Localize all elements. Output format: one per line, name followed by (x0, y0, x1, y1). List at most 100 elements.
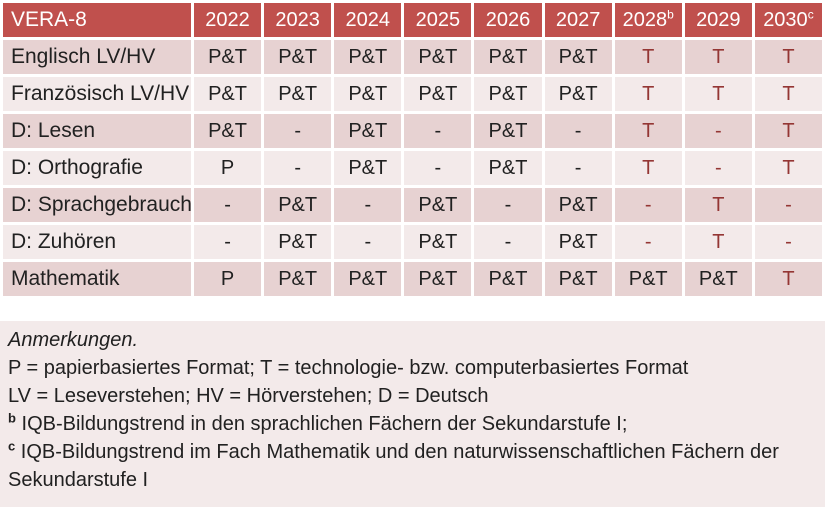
note-footnote-b: b IQB-Bildungstrend in den sprachlichen … (8, 410, 815, 438)
header-row: VERA-8 2022 2023 2024 2025 2026 2027 2028b 2029 2… (3, 3, 822, 37)
value-cell: P&T (334, 40, 402, 74)
value-cell: P&T (474, 114, 542, 148)
value-cell: T (684, 188, 752, 222)
year-header: 2023 (264, 3, 332, 37)
table-title: VERA-8 (3, 3, 191, 37)
year-header: 2030c (754, 3, 822, 37)
value-cell: P&T (264, 262, 332, 296)
value-cell: P&T (404, 225, 472, 259)
value-cell: P&T (264, 77, 332, 111)
value-cell: P&T (334, 114, 402, 148)
value-cell: - (544, 151, 612, 185)
row-label: D: Sprachgebrauch (3, 188, 191, 222)
value-cell: - (194, 225, 262, 259)
value-cell: - (544, 114, 612, 148)
value-cell: P&T (474, 262, 542, 296)
value-cell: P&T (614, 262, 682, 296)
value-cell: P&T (334, 151, 402, 185)
value-cell: - (474, 188, 542, 222)
value-cell: - (334, 225, 402, 259)
note-footnote-c: c IQB-Bildungstrend im Fach Mathematik u… (8, 438, 815, 494)
value-cell: T (684, 40, 752, 74)
note-format-legend: P = papierbasiertes Format; T = technolo… (8, 357, 689, 379)
table-row: Mathematik P P&T P&T P&T P&T P&T P&T P&T T (3, 262, 822, 296)
year-header: 2026 (474, 3, 542, 37)
value-cell: T (614, 40, 682, 74)
year-footnote-marker: b (667, 6, 674, 21)
value-cell: T (614, 77, 682, 111)
value-cell: - (474, 225, 542, 259)
year-header: 2022 (194, 3, 262, 37)
table-row: Französisch LV/HV P&T P&T P&T P&T P&T P&T T T T (3, 77, 822, 111)
value-cell: P&T (264, 225, 332, 259)
vera8-table: VERA-8 2022 2023 2024 2025 2026 2027 2028b 2029 2… (3, 3, 822, 296)
value-cell: P&T (544, 77, 612, 111)
value-cell: P&T (474, 151, 542, 185)
row-label: Englisch LV/HV (3, 40, 191, 74)
table-row: D: Sprachgebrauch - P&T - P&T - P&T - T - (3, 188, 822, 222)
value-cell: P&T (544, 40, 612, 74)
value-cell: P&T (264, 40, 332, 74)
value-cell: P&T (194, 77, 262, 111)
row-label: D: Lesen (3, 114, 191, 148)
table-row: D: Lesen P&T - P&T - P&T - T - T (3, 114, 822, 148)
row-label: D: Zuhören (3, 225, 191, 259)
notes-section: Anmerkungen. P = papierbasiertes Format;… (0, 321, 825, 507)
table-row: Englisch LV/HV P&T P&T P&T P&T P&T P&T T T T (3, 40, 822, 74)
year-header: 2028b (614, 3, 682, 37)
value-cell: P (194, 262, 262, 296)
table-row: D: Zuhören - P&T - P&T - P&T - T - (3, 225, 822, 259)
value-cell: P&T (334, 262, 402, 296)
value-cell: - (684, 151, 752, 185)
value-cell: P&T (544, 262, 612, 296)
note-abbreviation-legend: LV = Leseverstehen; HV = Hörverstehen; D… (8, 385, 489, 407)
year-header: 2024 (334, 3, 402, 37)
footnote-b-text: IQB-Bildungstrend in den sprachlichen Fä… (21, 413, 628, 435)
table-header: VERA-8 2022 2023 2024 2025 2026 2027 2028b 2029 2… (3, 3, 822, 37)
value-cell: P&T (404, 262, 472, 296)
value-cell: T (684, 225, 752, 259)
value-cell: P&T (264, 188, 332, 222)
value-cell: T (754, 262, 822, 296)
footnote-c-marker: c (8, 438, 16, 454)
value-cell: - (334, 188, 402, 222)
value-cell: T (614, 114, 682, 148)
table-body: Englisch LV/HV P&T P&T P&T P&T P&T P&T T T T Franz… (3, 40, 822, 296)
value-cell: T (684, 77, 752, 111)
value-cell: P&T (194, 40, 262, 74)
year-header: 2029 (684, 3, 752, 37)
row-label: D: Orthografie (3, 151, 191, 185)
value-cell: - (754, 225, 822, 259)
footnote-b-marker: b (8, 410, 16, 426)
value-cell: P (194, 151, 262, 185)
value-cell: P&T (474, 77, 542, 111)
value-cell: - (264, 151, 332, 185)
value-cell: P&T (474, 40, 542, 74)
value-cell: P&T (404, 188, 472, 222)
year-header: 2025 (404, 3, 472, 37)
row-label: Mathematik (3, 262, 191, 296)
value-cell: T (754, 77, 822, 111)
value-cell: T (754, 151, 822, 185)
value-cell: T (754, 114, 822, 148)
year-header: 2027 (544, 3, 612, 37)
footnote-c-text: IQB-Bildungstrend im Fach Mathematik und… (8, 441, 779, 491)
value-cell: P&T (404, 77, 472, 111)
notes-heading: Anmerkungen. (8, 329, 139, 351)
value-cell: P&T (194, 114, 262, 148)
value-cell: - (404, 151, 472, 185)
value-cell: - (264, 114, 332, 148)
value-cell: - (614, 188, 682, 222)
value-cell: P&T (544, 225, 612, 259)
value-cell: P&T (544, 188, 612, 222)
year-footnote-marker: c (807, 6, 814, 21)
value-cell: P&T (684, 262, 752, 296)
value-cell: P&T (334, 77, 402, 111)
value-cell: T (614, 151, 682, 185)
value-cell: - (194, 188, 262, 222)
value-cell: T (754, 40, 822, 74)
table-row: D: Orthografie P - P&T - P&T - T - T (3, 151, 822, 185)
value-cell: - (404, 114, 472, 148)
row-label: Französisch LV/HV (3, 77, 191, 111)
